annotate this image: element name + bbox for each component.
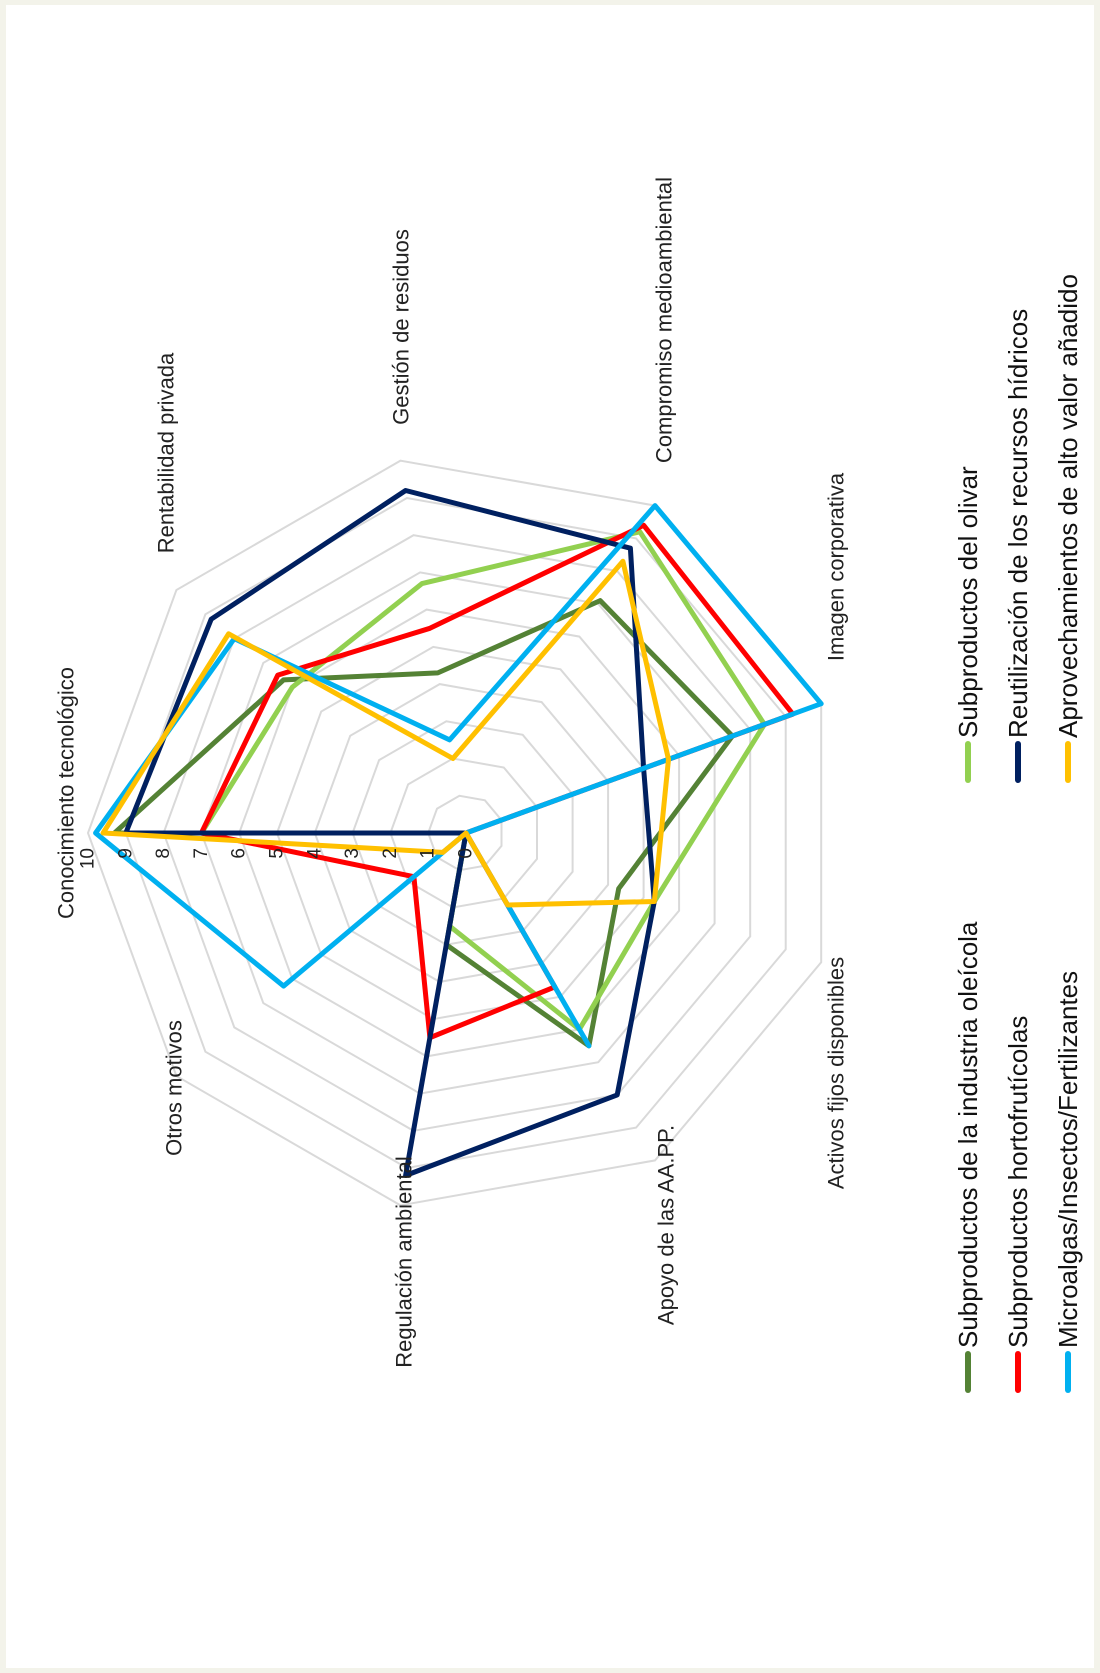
grid-ring-8 <box>162 534 752 1132</box>
grid-ring-10 <box>86 459 823 1207</box>
legend-label-subproductos-de-la-industria-oleicola: Subproductos de la industria oleícola <box>953 921 983 1348</box>
legend-label-reutilizacion-de-los-recursos-hidricos: Reutilización de los recursos hídricos <box>1003 309 1033 738</box>
grid-ring-1 <box>427 794 503 872</box>
legend-label-microalgas-insectos-fertilizantes: Microalgas/Insectos/Fertilizantes <box>1053 971 1083 1348</box>
category-label-rentabilidad-privada: Rentabilidad privada <box>154 352 179 553</box>
grid-ring-5 <box>275 645 645 1021</box>
chart-page: 0 1 2 3 4 5 6 7 8 9 10 Conocimiento tecnológico Rent… <box>6 5 1094 1668</box>
series-line-aprovechamientos-de-alto-valor-anadido <box>100 558 671 908</box>
tick-label: 0 <box>456 848 477 859</box>
category-label-apoyo-de-las-aa-pp: Apoyo de las AA.PP. <box>654 1125 679 1325</box>
tick-label: 3 <box>342 848 363 859</box>
category-label-imagen-corporativa: Imagen corporativa <box>824 472 849 661</box>
category-label-conocimiento-tecnologico: Conocimiento tecnológico <box>54 667 79 919</box>
category-label-otros-motivos: Otros motivos <box>162 1020 187 1156</box>
tick-label: 8 <box>153 848 174 859</box>
tick-label: 4 <box>304 848 325 859</box>
tick-label: 1 <box>418 848 439 859</box>
legend-label-subproductos-hortofruticolas: Subproductos hortofrutícolas <box>1003 1016 1033 1348</box>
legend-label-subproductos-del-olivar: Subproductos del olivar <box>953 466 983 738</box>
tick-label: 6 <box>229 848 250 859</box>
grid-ring-2 <box>389 757 538 909</box>
category-label-activos-fijos-disponibles: Activos fijos disponibles <box>824 957 849 1189</box>
tick-label: 9 <box>115 848 136 859</box>
tick-label: 7 <box>191 848 212 859</box>
legend: Subproductos de la industria oleícola Sub… <box>953 274 1083 1393</box>
series-line-reutilizacion-de-los-recursos-hidricos <box>123 488 657 1178</box>
category-label-regulacion-ambiental: Regulación ambiental <box>392 1156 417 1368</box>
grid-ring-4 <box>313 683 610 983</box>
tick-label: 10 <box>78 848 99 869</box>
grid-ring-7 <box>200 571 716 1095</box>
tick-label: 2 <box>380 848 401 859</box>
grid-ring-3 <box>351 720 574 946</box>
category-label-compromiso-medioambiental: Compromiso medioambiental <box>652 177 677 463</box>
tick-label: 5 <box>267 848 288 859</box>
series-line-microalgas-insectos-fertilizantes <box>93 503 824 1049</box>
legend-label-aprovechamientos-de-alto-valor-anadido: Aprovechamientos de alto valor añadido <box>1053 274 1083 738</box>
category-label-gestion-de-residuos: Gestión de residuos <box>389 229 414 425</box>
